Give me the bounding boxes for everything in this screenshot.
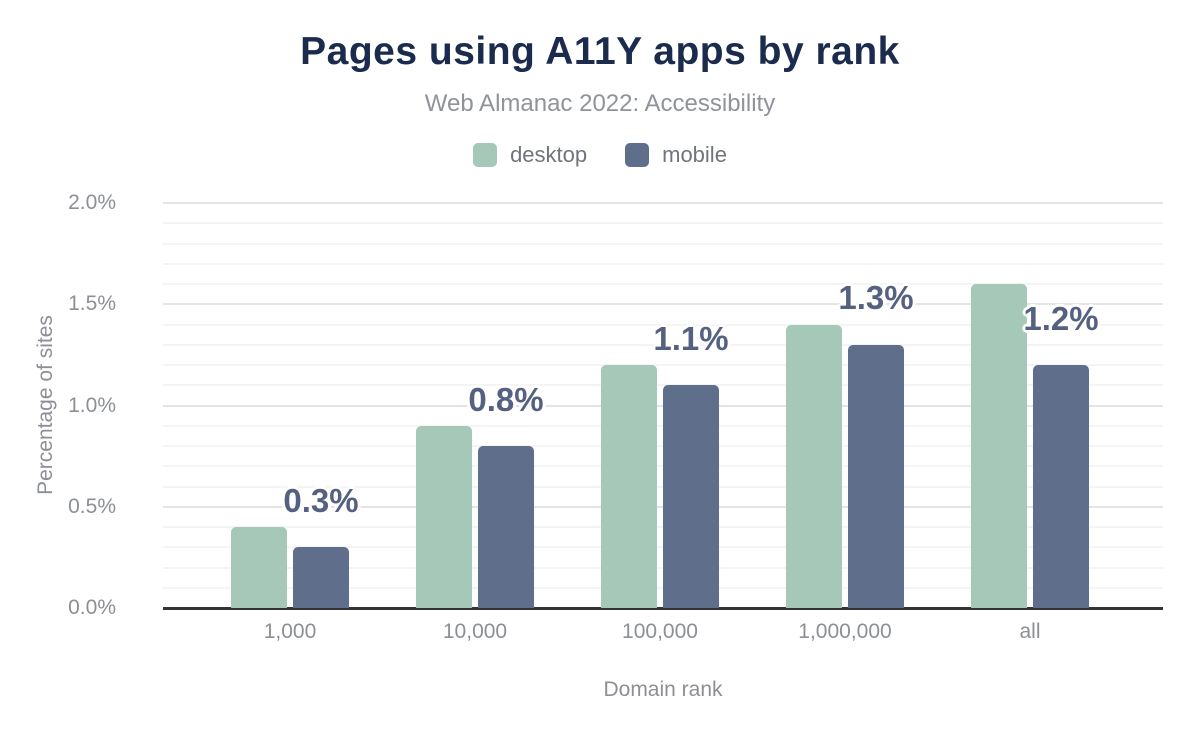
bar-desktop [601,365,657,608]
x-tick-label: 10,000 [442,620,508,643]
legend: desktop mobile [0,142,1200,168]
gridline-minor [163,384,1163,387]
y-tick-label: 2.0% [68,191,116,214]
gridline-minor [163,364,1163,366]
bar-value-label: 0.3% [283,481,359,519]
chart-title: Pages using A11Y apps by rank [300,30,900,73]
chart-subtitle: Web Almanac 2022: Accessibility [424,90,776,117]
bar-mobile [478,446,534,608]
gridline-major [163,303,1163,306]
legend-label-desktop: desktop [510,142,588,167]
x-tick-label: 1,000,000 [798,620,892,643]
bar-desktop [231,527,287,608]
legend-item-mobile: mobile [625,142,727,168]
y-tick-label: 1.0% [68,393,116,417]
bar-mobile [848,344,904,608]
gridline-minor [163,222,1163,225]
bar-mobile [1033,365,1089,608]
gridline-minor [163,323,1163,326]
y-tick-label: 0.5% [68,494,116,518]
x-axis-title: Domain rank [603,678,723,701]
legend-item-desktop: desktop [473,142,587,168]
gridline-minor [163,242,1163,245]
plot-area: 0.0% 0.5% 1.0% 1.5% 2.0% 0.3% 1,000 0.8% 10,000 1… [68,191,1163,643]
gridline-major [163,202,1163,204]
bar-desktop [416,425,472,608]
gridline-minor [163,262,1163,265]
legend-label-mobile: mobile [662,142,727,167]
x-tick-label: all [1019,620,1041,643]
bar-desktop [971,284,1027,608]
y-tick-label: 1.5% [68,292,116,316]
bar-mobile [293,547,349,608]
gridline-minor [163,283,1163,285]
bar-desktop [786,324,842,608]
x-tick-label: 100,000 [622,620,698,643]
y-tick-label: 0.0% [68,596,116,619]
bar-value-label: 1.2% [1023,299,1099,337]
legend-swatch-desktop [473,143,498,167]
legend-swatch-mobile [625,143,650,167]
gridline-minor [163,343,1163,346]
bar-value-label: 1.1% [653,319,729,357]
x-axis-line [163,607,1163,610]
bar-value-label: 1.3% [838,279,914,317]
bar-value-label: 0.8% [468,380,544,418]
bar-mobile [663,385,719,608]
x-tick-label: 1,000 [263,620,317,643]
